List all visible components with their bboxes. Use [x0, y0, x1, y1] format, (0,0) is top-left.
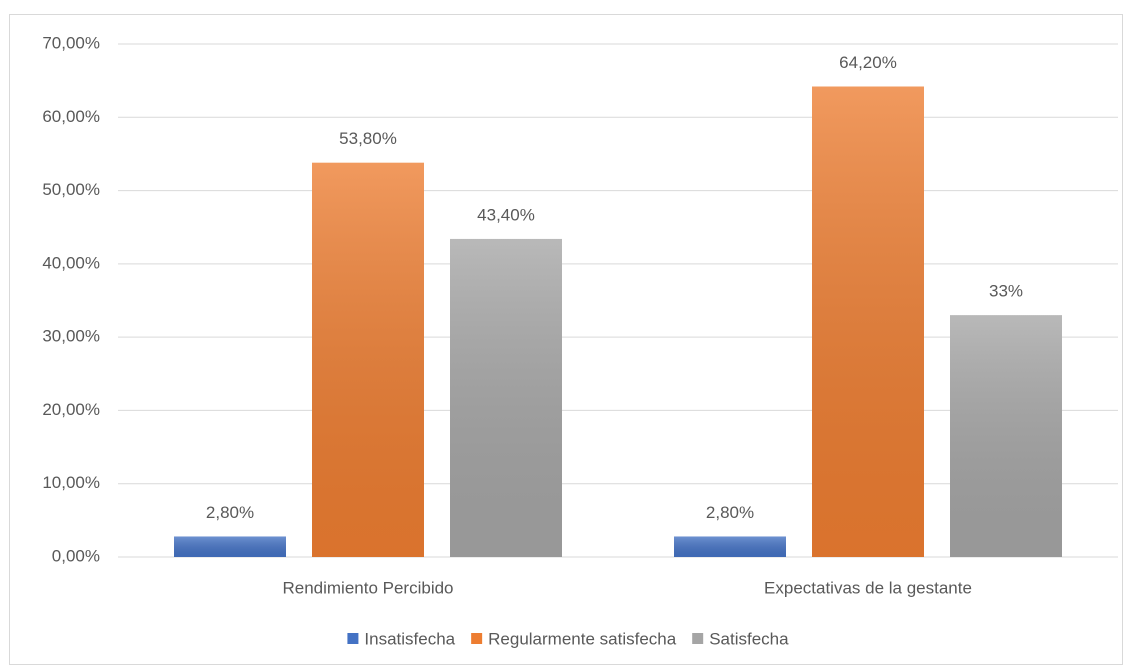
- value-label: 43,40%: [477, 205, 535, 224]
- legend-label: Satisfecha: [709, 629, 789, 648]
- bar-shade: [312, 162, 424, 558]
- bar-shade: [812, 86, 924, 558]
- x-tick-label: Expectativas de la gestante: [764, 578, 972, 597]
- value-label: 2,80%: [206, 503, 254, 522]
- y-tick-label: 10,00%: [42, 473, 100, 492]
- y-tick-label: 40,00%: [42, 253, 100, 272]
- value-label: 53,80%: [339, 129, 397, 148]
- legend-swatch: [692, 633, 704, 644]
- y-tick-label: 70,00%: [42, 33, 100, 52]
- bar-shade: [950, 315, 1062, 557]
- bar-shade: [450, 238, 562, 557]
- value-label: 2,80%: [706, 503, 754, 522]
- legend-swatch: [471, 633, 483, 644]
- value-label: 64,20%: [839, 53, 897, 72]
- y-tick-label: 30,00%: [42, 327, 100, 346]
- bar-shade: [674, 536, 786, 557]
- legend-swatch: [347, 633, 359, 644]
- legend-label: Insatisfecha: [364, 629, 455, 648]
- y-tick-label: 20,00%: [42, 400, 100, 419]
- y-tick-label: 50,00%: [42, 180, 100, 199]
- y-tick-label: 0,00%: [52, 546, 100, 565]
- legend-label: Regularmente satisfecha: [488, 629, 677, 648]
- bar-shade: [174, 536, 286, 557]
- value-label: 33%: [989, 282, 1023, 301]
- y-tick-label: 60,00%: [42, 107, 100, 126]
- x-tick-label: Rendimiento Percibido: [282, 578, 453, 597]
